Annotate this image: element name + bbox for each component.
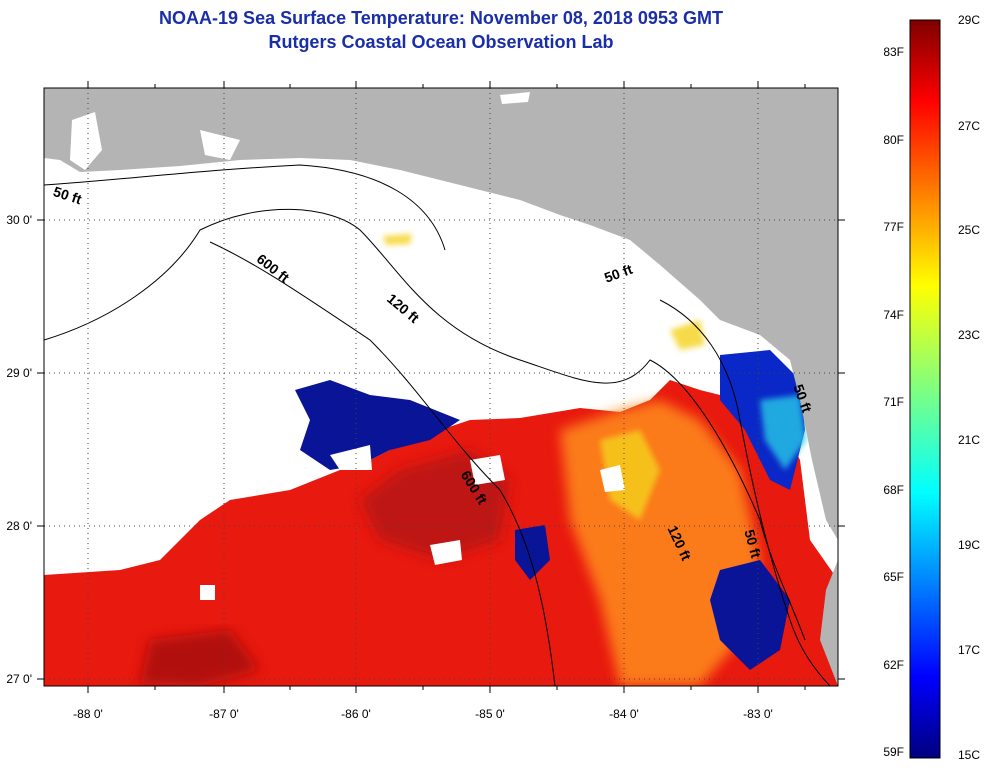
lat-tick-label: 27 0'	[6, 672, 32, 686]
map-subtitle: Rutgers Coastal Ocean Observation Lab	[268, 32, 614, 52]
colorbar-f-label: 65F	[883, 570, 904, 584]
depth-contour-lines	[44, 164, 831, 686]
sst-dark-core	[360, 450, 510, 560]
map-title: NOAA-19 Sea Surface Temperature: Novembe…	[159, 8, 723, 28]
colorbar-c-label: 23C	[958, 328, 980, 342]
lon-tick-label: -85 0'	[475, 707, 505, 721]
colorbar-f-label: 59F	[883, 745, 904, 759]
land-panhandle	[44, 88, 838, 540]
colorbar-f-label: 71F	[883, 395, 904, 409]
lat-tick-label: 29 0'	[6, 366, 32, 380]
colorbar-f-label: 68F	[883, 483, 904, 497]
colorbar-f-label: 83F	[883, 45, 904, 59]
sst-cool-water-north	[295, 380, 460, 470]
contour-50ft-east	[659, 299, 831, 686]
lon-tick-label: -87 0'	[209, 707, 239, 721]
lon-tick-label: -84 0'	[609, 707, 639, 721]
lon-tick-label: -86 0'	[341, 707, 371, 721]
colorbar	[909, 19, 941, 759]
contour-120ft	[44, 208, 806, 641]
land-peninsula-south	[820, 560, 838, 686]
depth-contour-label: 50 ft	[741, 528, 764, 560]
sst-cyan-band	[760, 395, 806, 470]
lon-tick-label: -83 0'	[743, 707, 773, 721]
colorbar-c-label: 27C	[958, 119, 980, 133]
colorbar-c-label: 19C	[958, 538, 980, 552]
colorbar-c-label: 25C	[958, 223, 980, 237]
colorbar-f-label: 77F	[883, 220, 904, 234]
colorbar-f-label: 74F	[883, 308, 904, 322]
colorbar-c-label: 15C	[958, 748, 980, 762]
lat-tick-label: 30 0'	[6, 213, 32, 227]
colorbar-f-label: 80F	[883, 133, 904, 147]
contour-600ft	[209, 241, 556, 686]
contour-50ft-west	[44, 164, 446, 251]
lat-tick-label: 28 0'	[6, 519, 32, 533]
colorbar-c-label: 21C	[958, 433, 980, 447]
map-frame	[43, 87, 839, 687]
sst-dark-southwest	[140, 630, 260, 686]
colorbar-f-label: 62F	[883, 658, 904, 672]
lon-tick-label: -88 0'	[73, 707, 103, 721]
colorbar-c-label: 29C	[958, 13, 980, 27]
axis-ticks: -88 0' -87 0' -86 0' -85 0' -84 0' -83 0' 30 0…	[6, 81, 845, 721]
colorbar-c-label: 17C	[958, 643, 980, 657]
sst-cool-water-southeast	[515, 525, 790, 670]
colorbar-labels: 83F 80F 77F 74F 71F 68F 65F 62F 59F 29C 27C 25C 23C 2…	[883, 13, 980, 762]
